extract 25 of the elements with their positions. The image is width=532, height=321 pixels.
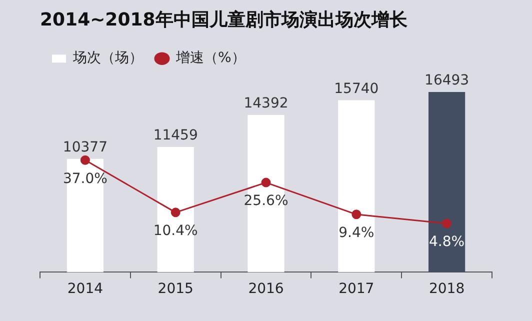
data-label: 10377 [62, 140, 108, 156]
legend-label: 场次（场） [72, 50, 143, 66]
data-label: 4.8% [429, 234, 465, 250]
point [442, 218, 452, 228]
data-label: 25.6% [244, 193, 288, 210]
x-tick-label: 2015 [158, 281, 194, 298]
data-label: 15740 [334, 80, 379, 97]
x-tick-label: 2018 [428, 281, 465, 298]
legend-label: 增速（%） [175, 50, 246, 66]
chart-title: 2014~2018年中国儿童剧市场演出场次增长 [40, 9, 408, 30]
data-label: 14392 [244, 96, 288, 112]
x-tick-label: 2017 [338, 281, 374, 298]
point [352, 210, 362, 220]
bar [338, 100, 375, 272]
data-label: 10.4% [153, 223, 198, 240]
x-tick-label: 2014 [67, 281, 104, 298]
data-label: 9.4% [338, 225, 374, 242]
data-label: 37.0% [62, 170, 108, 187]
data-label: 16493 [424, 72, 470, 89]
point [170, 208, 180, 218]
x-tick-label: 2016 [248, 281, 284, 298]
point [261, 178, 271, 188]
bar [428, 92, 466, 272]
point [80, 155, 90, 165]
data-label: 11459 [153, 128, 198, 144]
